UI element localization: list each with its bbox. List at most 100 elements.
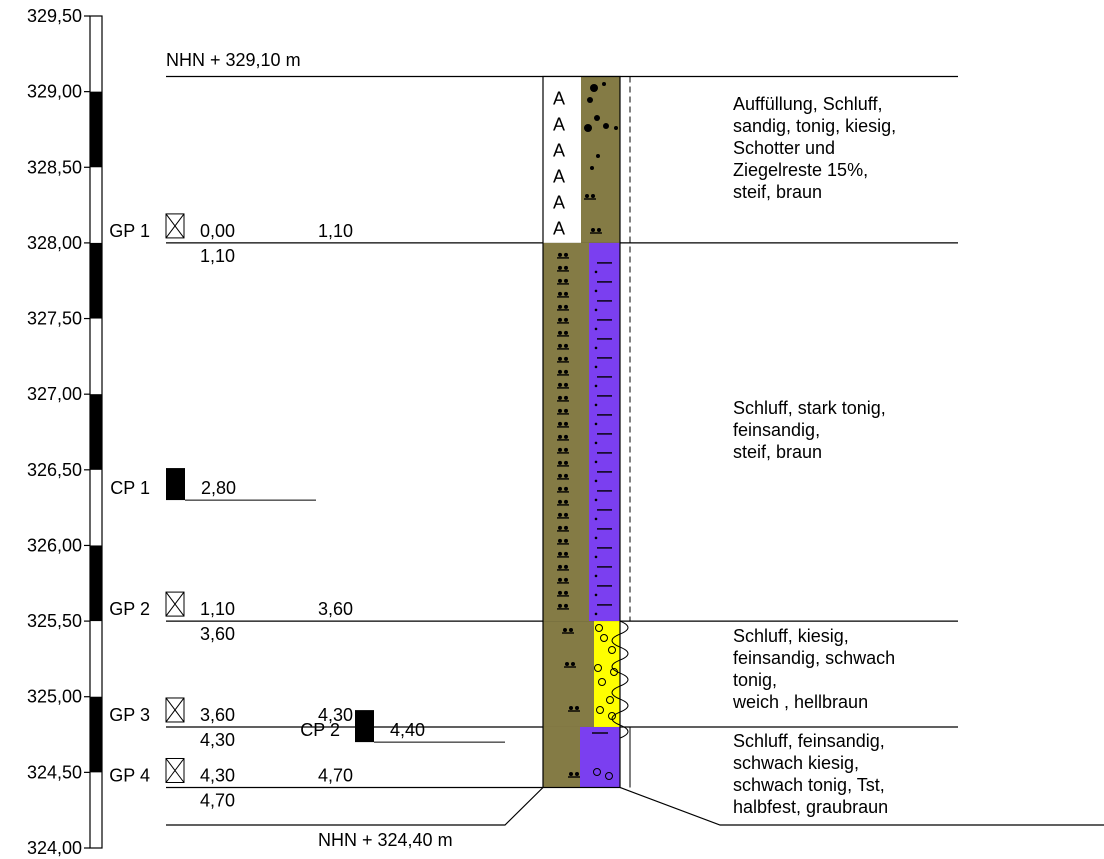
- sample-from-depth: 4,30: [200, 765, 235, 785]
- sample-id: CP 1: [110, 478, 150, 498]
- elevation-axis: 329,50 329,00 328,50 328,00 327,50 327,00 326,…: [27, 6, 103, 858]
- gravel-circle: [600, 634, 608, 642]
- silt-symbol: [564, 395, 568, 400]
- sample-id: GP 4: [109, 765, 150, 785]
- silt-symbol: [564, 577, 568, 582]
- gravel-dot: [590, 84, 598, 92]
- axis-segment: [90, 242, 102, 319]
- sample-id: GP 3: [109, 705, 150, 725]
- layer-description-line: steif, braun: [733, 442, 822, 462]
- silt-symbol: [564, 252, 568, 257]
- silt-symbol: [564, 499, 568, 504]
- axis-tick-label: 324,50: [27, 762, 82, 782]
- layer-description-line: sandig, tonig, kiesig,: [733, 116, 896, 136]
- sand-dot: [594, 308, 598, 312]
- gravel-dot: [614, 126, 618, 130]
- silt-symbol: [558, 304, 562, 309]
- fill-symbol: A: [553, 115, 565, 135]
- silt-symbol: [569, 628, 573, 632]
- sample-id: GP 1: [109, 221, 150, 241]
- sand-dot: [594, 612, 598, 616]
- silt-symbol: [558, 252, 562, 257]
- gravel-dot: [587, 97, 593, 103]
- silt-symbol: [564, 551, 568, 556]
- sample-to-depth: 4,30: [318, 705, 353, 725]
- silt-symbol: [564, 265, 568, 270]
- silt-symbol: [564, 512, 568, 517]
- gravel-circle: [596, 706, 604, 714]
- silt-symbol: [558, 265, 562, 270]
- silt-symbol: [558, 460, 562, 465]
- layer-bottom-depth: 3,60: [200, 624, 235, 644]
- fill-symbol: A: [553, 141, 565, 161]
- silt-symbol: [558, 434, 562, 439]
- axis-tick-label: 325,50: [27, 611, 82, 631]
- silt-symbol: [558, 421, 562, 426]
- silt-symbol: [564, 564, 568, 569]
- silt-symbol: [558, 408, 562, 413]
- silt-symbol: [558, 330, 562, 335]
- silt-symbol: [558, 473, 562, 478]
- sand-dot: [594, 327, 598, 331]
- silt-symbol: [558, 317, 562, 322]
- axis-segment: [90, 696, 102, 773]
- silt-area: [581, 76, 620, 243]
- axis-segment: [90, 545, 102, 622]
- silt-symbol: [564, 291, 568, 296]
- silt-symbol: [564, 603, 568, 608]
- silt-symbol: [564, 434, 568, 439]
- silt-symbol: [569, 706, 573, 710]
- silt-symbol: [558, 356, 562, 361]
- bottom-right-leader: [619, 786, 1104, 826]
- gravel-dot: [596, 154, 600, 158]
- silt-symbol: [564, 447, 568, 452]
- sand-dot: [594, 422, 598, 426]
- sand-dot: [594, 289, 598, 293]
- sand-dot: [594, 441, 598, 445]
- layer-descriptions: Auffüllung, Schluff,sandig, tonig, kiesi…: [732, 94, 896, 817]
- fill-symbol: A: [553, 89, 565, 109]
- silt-symbol: [558, 590, 562, 595]
- sand-dot: [594, 536, 598, 540]
- sand-dot: [594, 498, 598, 502]
- sand-dot: [594, 593, 598, 597]
- sand-dot: [594, 346, 598, 350]
- gravel-circle: [595, 624, 603, 632]
- sand-dot: [594, 460, 598, 464]
- gravel-dot: [602, 82, 606, 86]
- gp-sample-cross: [165, 213, 185, 239]
- gravel-circle: [606, 696, 614, 704]
- layer-description-line: feinsandig, schwach: [733, 648, 895, 668]
- sand-dot: [594, 517, 598, 521]
- axis-tick-label: 325,00: [27, 687, 82, 707]
- bottom-level-leader: [166, 787, 544, 826]
- sample-from-depth: 0,00: [200, 221, 235, 241]
- silt-symbol: [564, 486, 568, 491]
- silt-symbol: [558, 395, 562, 400]
- layer-description-line: halbfest, graubraun: [733, 797, 888, 817]
- silt-symbol: [564, 473, 568, 478]
- silt-symbol: [564, 278, 568, 283]
- axis-segment: [90, 394, 102, 470]
- sand-dot: [594, 384, 598, 388]
- silt-area: [543, 242, 589, 622]
- silt-symbol: [564, 421, 568, 426]
- column-outline: [542, 75, 621, 789]
- silt-area: [543, 726, 580, 788]
- gravel-dot: [594, 115, 600, 121]
- silt-symbol: [569, 772, 573, 776]
- silt-symbol: [564, 408, 568, 413]
- clay-area: [589, 242, 620, 622]
- clay-area: [580, 726, 620, 788]
- silt-symbol: [558, 486, 562, 491]
- axis-tick-label: 328,50: [27, 157, 82, 177]
- silt-symbol: [571, 662, 575, 666]
- layer-description-line: steif, braun: [733, 182, 822, 202]
- silt-symbol: [591, 228, 595, 232]
- sample-to-depth: 3,60: [318, 599, 353, 619]
- layer-description-line: feinsandig,: [733, 420, 820, 440]
- axis-tick-label: 327,50: [27, 309, 82, 329]
- silt-symbol: [564, 382, 568, 387]
- silt-symbol: [558, 369, 562, 374]
